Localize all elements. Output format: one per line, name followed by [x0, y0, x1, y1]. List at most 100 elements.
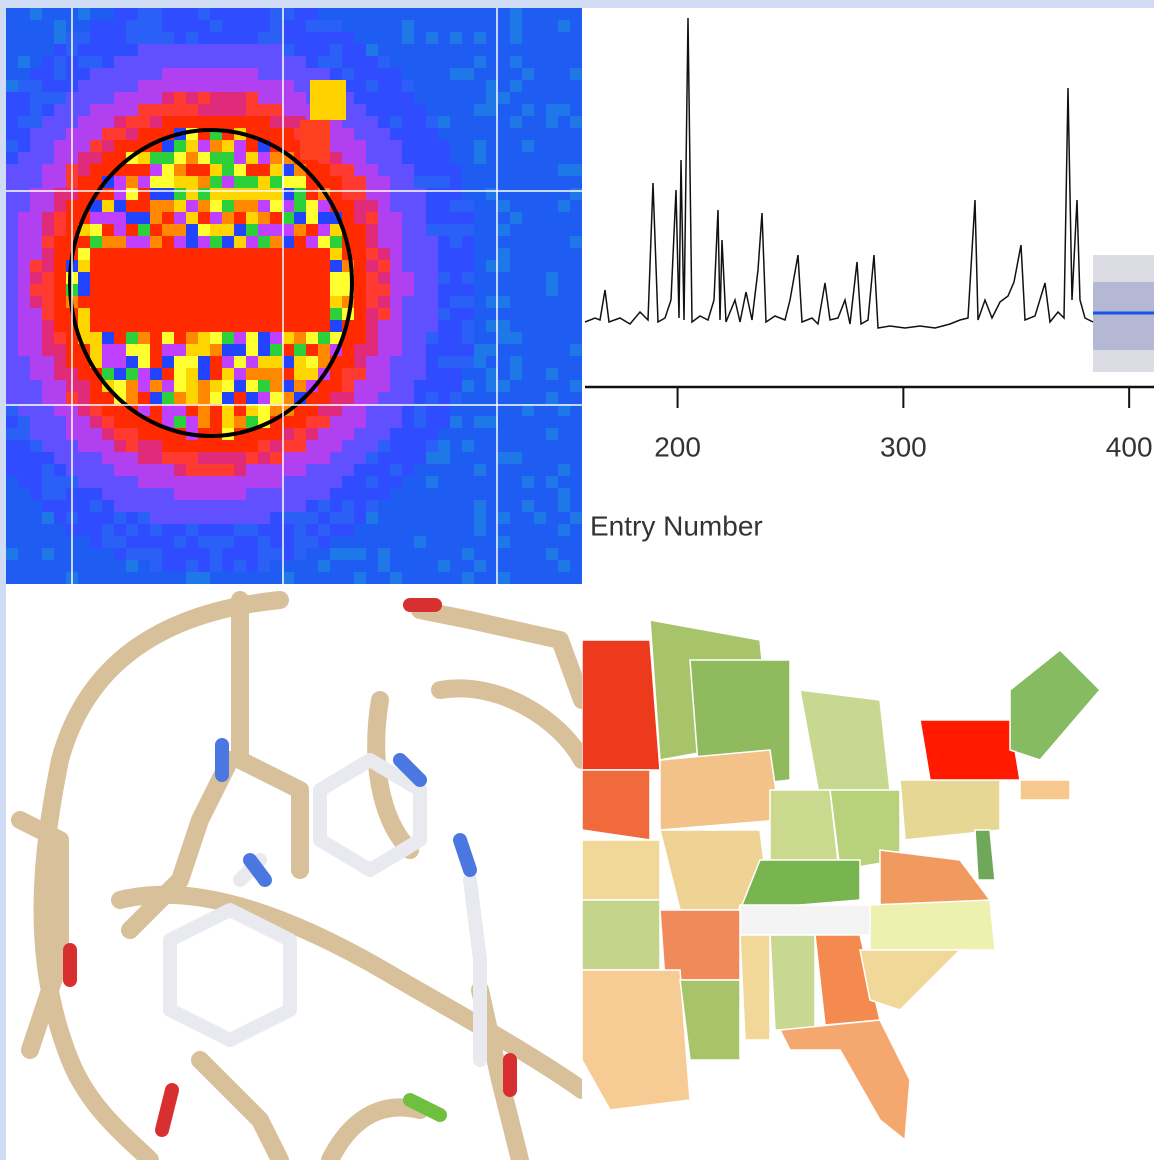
heat-cell — [174, 8, 186, 20]
heat-cell — [90, 224, 102, 236]
heat-cell — [210, 512, 222, 524]
heat-cell — [222, 452, 234, 464]
heat-cell — [54, 428, 66, 440]
heat-cell — [102, 152, 114, 164]
heat-cell — [414, 392, 426, 404]
heat-cell — [162, 368, 174, 380]
heat-cell — [366, 512, 378, 524]
heat-cell — [150, 536, 162, 548]
heat-cell — [186, 68, 198, 80]
heat-cell — [186, 368, 198, 380]
heat-cell — [330, 248, 342, 260]
heat-cell — [450, 248, 462, 260]
heat-cell — [114, 80, 126, 92]
heat-cell — [342, 128, 354, 140]
heat-cell — [174, 200, 186, 212]
heat-cell — [282, 68, 294, 80]
heat-cell — [78, 308, 90, 320]
heat-cell — [462, 296, 474, 308]
heat-cell — [102, 476, 114, 488]
heat-cell — [138, 488, 150, 500]
heat-cell — [402, 332, 414, 344]
heat-cell — [402, 248, 414, 260]
heat-cell — [270, 488, 282, 500]
heat-cell — [150, 512, 162, 524]
heat-cell — [30, 260, 42, 272]
heat-cell — [342, 32, 354, 44]
heat-cell — [402, 80, 414, 92]
heat-cell — [126, 32, 138, 44]
heat-cell — [246, 464, 258, 476]
heat-cell — [354, 164, 366, 176]
heat-cell — [210, 44, 222, 56]
heat-cell — [318, 308, 330, 320]
heat-cell — [246, 20, 258, 32]
heat-cell — [402, 416, 414, 428]
heat-cell — [210, 368, 222, 380]
heat-cell — [210, 68, 222, 80]
heat-cell — [306, 8, 318, 20]
heat-cell — [174, 272, 186, 284]
heat-cell — [126, 320, 138, 332]
heat-cell — [198, 248, 210, 260]
heat-cell — [258, 260, 270, 272]
heat-cell — [234, 152, 246, 164]
heat-cell — [258, 188, 270, 200]
heat-cell — [174, 236, 186, 248]
heat-cell — [402, 176, 414, 188]
heat-cell — [30, 428, 42, 440]
heat-cell — [234, 404, 246, 416]
heat-cell — [438, 176, 450, 188]
heat-cell — [426, 116, 438, 128]
heat-cell — [378, 416, 390, 428]
heat-cell — [318, 332, 330, 344]
heat-cell — [186, 332, 198, 344]
heat-cell — [138, 476, 150, 488]
heat-cell — [378, 152, 390, 164]
heat-cell — [114, 452, 126, 464]
heat-cell — [462, 380, 474, 392]
heat-cell — [42, 200, 54, 212]
heat-cell — [354, 56, 366, 68]
heat-cell — [126, 200, 138, 212]
heat-cell — [102, 188, 114, 200]
heat-cell — [258, 80, 270, 92]
heat-cell — [402, 308, 414, 320]
heat-cell — [150, 344, 162, 356]
heat-cell — [330, 512, 342, 524]
heat-cell — [90, 488, 102, 500]
heat-cell — [462, 260, 474, 272]
heat-cell — [102, 260, 114, 272]
heat-cell — [30, 152, 42, 164]
heat-cell — [234, 80, 246, 92]
heat-cell — [54, 344, 66, 356]
heat-cell — [306, 332, 318, 344]
heat-cell — [222, 524, 234, 536]
heat-cell — [282, 476, 294, 488]
heat-cell — [102, 296, 114, 308]
heat-cell — [318, 164, 330, 176]
heat-cell — [426, 332, 438, 344]
heat-cell — [354, 308, 366, 320]
state — [770, 935, 815, 1030]
heat-cell — [162, 260, 174, 272]
heat-cell — [246, 308, 258, 320]
heat-cell — [6, 248, 18, 260]
heat-cell — [570, 512, 582, 524]
heat-cell — [282, 428, 294, 440]
heat-cell — [234, 140, 246, 152]
heat-cell — [54, 512, 66, 524]
heat-cell — [246, 560, 258, 572]
heat-cell — [246, 188, 258, 200]
heat-cell — [222, 380, 234, 392]
heat-cell — [162, 548, 174, 560]
heat-cell — [318, 524, 330, 536]
heat-cell — [138, 356, 150, 368]
heat-cell — [414, 428, 426, 440]
heat-cell — [162, 200, 174, 212]
heat-cell — [342, 500, 354, 512]
heat-cell — [222, 92, 234, 104]
heat-cell — [54, 32, 66, 44]
heat-cell — [498, 536, 510, 548]
heat-cell — [78, 188, 90, 200]
